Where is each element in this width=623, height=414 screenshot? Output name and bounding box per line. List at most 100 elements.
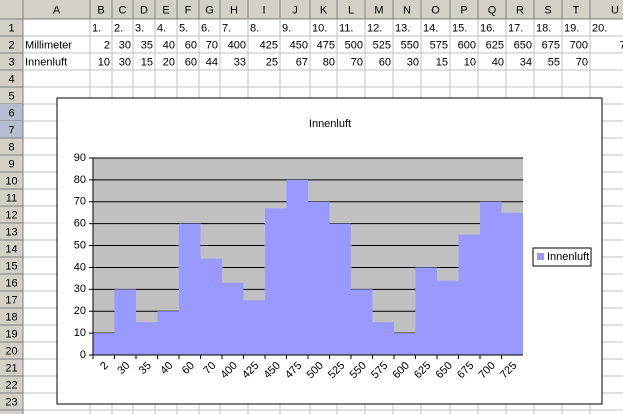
cell: 15 <box>436 56 448 68</box>
cell: 450 <box>290 39 308 51</box>
bar <box>501 212 523 355</box>
bar <box>286 179 308 355</box>
bar <box>372 322 394 355</box>
cell: 70 <box>206 39 218 51</box>
cell: 60 <box>379 56 391 68</box>
cell: 11. <box>339 22 353 34</box>
cell: 650 <box>514 39 532 51</box>
column-header: S <box>544 4 551 16</box>
row-header: 20 <box>5 345 17 357</box>
column-header: A <box>53 4 61 16</box>
row-header: 1 <box>8 22 14 34</box>
cell: 12. <box>367 22 382 34</box>
cell: 30 <box>407 56 419 68</box>
row-header: 10 <box>5 175 17 187</box>
bar <box>394 333 416 355</box>
bar <box>308 201 330 355</box>
cell: 44 <box>206 56 218 68</box>
column-header: P <box>460 4 467 16</box>
cell: 2. <box>114 22 123 34</box>
cell: 70 <box>351 56 363 68</box>
row-header: 7 <box>8 124 14 136</box>
cell: 30 <box>119 56 131 68</box>
cell: 625 <box>486 39 504 51</box>
bar <box>458 234 480 355</box>
y-tick-label: 0 <box>80 349 86 361</box>
row-header: 23 <box>5 396 17 408</box>
cell: 40 <box>163 39 175 51</box>
cell: 700 <box>570 39 588 51</box>
cell: 19. <box>564 22 579 34</box>
column-header: G <box>205 4 214 16</box>
bar <box>329 223 351 355</box>
cell: 10 <box>98 56 110 68</box>
cell: 20 <box>163 56 175 68</box>
row-header: 18 <box>5 311 17 323</box>
cell: 600 <box>458 39 476 51</box>
column-header: N <box>403 4 411 16</box>
row-header: 2 <box>8 39 14 51</box>
column-header: E <box>162 4 169 16</box>
legend-label: Innenluft <box>547 251 589 263</box>
cell: 4. <box>157 22 166 34</box>
legend <box>532 247 592 267</box>
cell: 675 <box>542 39 560 51</box>
row-header: 11 <box>6 192 17 204</box>
cell: 60 <box>185 39 197 51</box>
column-header: H <box>230 4 238 16</box>
cell: 7. <box>222 22 231 34</box>
y-tick-label: 50 <box>74 239 86 251</box>
column-header: Q <box>488 4 497 16</box>
column-header: O <box>431 4 440 16</box>
cell: 400 <box>228 39 246 51</box>
cell: 67 <box>296 56 308 68</box>
cell: 6. <box>201 22 210 34</box>
legend-swatch <box>537 253 544 260</box>
cell: 425 <box>260 39 278 51</box>
bar <box>136 322 158 355</box>
row-header: 15 <box>5 260 17 272</box>
bar <box>480 201 502 355</box>
cell: 55 <box>548 56 560 68</box>
y-tick-label: 80 <box>74 174 86 186</box>
row-header: 13 <box>5 226 17 238</box>
y-tick-label: 20 <box>74 305 86 317</box>
column-header: U <box>611 4 619 16</box>
cell: 15. <box>452 22 467 34</box>
cell: 40 <box>492 56 504 68</box>
y-tick-label: 60 <box>74 218 86 230</box>
cell: 8. <box>250 22 259 34</box>
cell: 475 <box>317 39 335 51</box>
bar <box>200 258 222 355</box>
cell: 30 <box>119 39 131 51</box>
cell: 725 <box>620 39 623 51</box>
cell: Millimeter <box>25 39 72 51</box>
cell: 3. <box>135 22 144 34</box>
cell: 18. <box>536 22 551 34</box>
cell: 15 <box>141 56 153 68</box>
y-tick-label: 70 <box>74 196 86 208</box>
row-header-selected <box>0 121 23 138</box>
cell: 33 <box>234 56 246 68</box>
bar <box>437 280 459 355</box>
cell: 16. <box>480 22 495 34</box>
cell: 575 <box>430 39 448 51</box>
bar <box>157 311 179 355</box>
cell: 1. <box>92 22 101 34</box>
column-header: J <box>292 4 298 16</box>
cell: 10. <box>312 22 327 34</box>
bar <box>222 282 244 355</box>
row-header: 5 <box>8 90 14 102</box>
cell: 525 <box>373 39 391 51</box>
cell: 10 <box>464 56 476 68</box>
bar <box>415 267 437 355</box>
row-header-selected <box>0 104 23 121</box>
cell: 60 <box>185 56 197 68</box>
column-header: B <box>97 4 104 16</box>
column-header: K <box>320 4 328 16</box>
y-tick-label: 40 <box>74 261 86 273</box>
y-tick-label: 90 <box>74 152 86 164</box>
row-header: 16 <box>5 277 17 289</box>
cell: 13. <box>395 22 410 34</box>
row-header: 17 <box>5 294 17 306</box>
